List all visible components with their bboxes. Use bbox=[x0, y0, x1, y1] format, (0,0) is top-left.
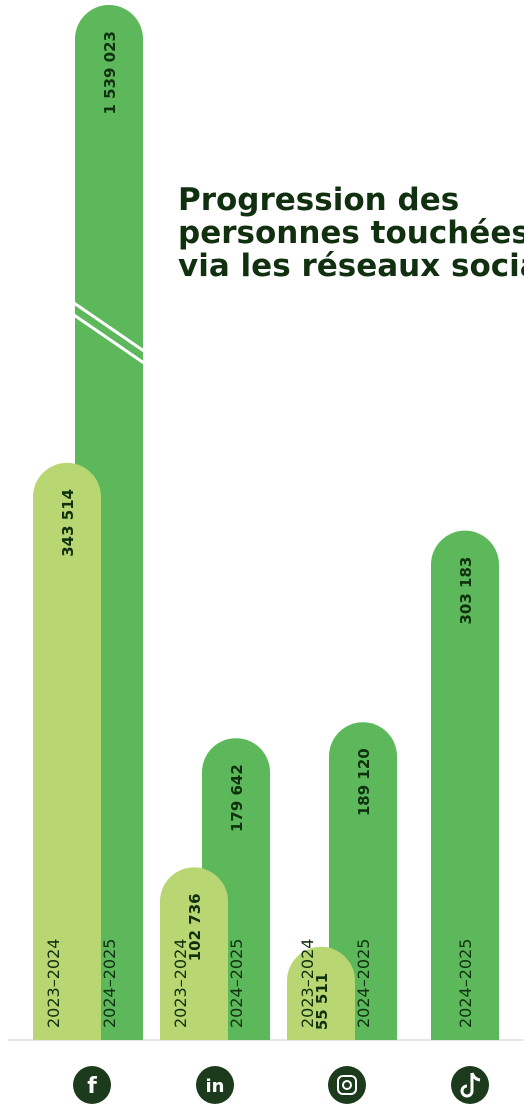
series-label: 2024–2025 bbox=[100, 939, 119, 1028]
axis-break bbox=[54, 300, 158, 374]
value-label: 189 120 bbox=[355, 748, 373, 816]
series-label: 2023–2024 bbox=[44, 939, 63, 1028]
series-label: 2024–2025 bbox=[354, 939, 373, 1028]
value-label: 55 511 bbox=[313, 973, 331, 1030]
axis-break bbox=[54, 288, 158, 362]
facebook-icon bbox=[73, 1066, 111, 1104]
chart-title-line: Progression des bbox=[178, 182, 459, 218]
tiktok-icon bbox=[451, 1066, 489, 1104]
bar bbox=[33, 462, 101, 1040]
bar bbox=[160, 867, 228, 1040]
value-label: 303 183 bbox=[457, 557, 475, 625]
instagram-glyph bbox=[342, 1080, 352, 1090]
linkedin-icon bbox=[196, 1066, 234, 1104]
bar bbox=[287, 946, 355, 1040]
chart-title-line: via les réseaux sociaux bbox=[178, 248, 524, 284]
tiktok-glyph bbox=[460, 1072, 481, 1098]
series-label: 2023–2024 bbox=[171, 939, 190, 1028]
instagram-icon bbox=[328, 1066, 366, 1104]
icons: f in bbox=[73, 1066, 489, 1104]
chart-title-line: personnes touchées bbox=[178, 215, 524, 251]
value-label: 102 736 bbox=[186, 893, 204, 961]
series-label: 2024–2025 bbox=[227, 939, 246, 1028]
series-label: 2024–2025 bbox=[456, 939, 475, 1028]
value-label: 343 514 bbox=[59, 489, 77, 557]
facebook-glyph: f bbox=[87, 1074, 97, 1099]
series-label: 2023–2024 bbox=[298, 939, 317, 1028]
instagram-glyph bbox=[337, 1075, 357, 1095]
value-label: 179 642 bbox=[228, 764, 246, 832]
linkedin-glyph: in bbox=[206, 1076, 225, 1097]
bar bbox=[431, 530, 499, 1040]
value-label: 1 539 023 bbox=[101, 31, 119, 115]
